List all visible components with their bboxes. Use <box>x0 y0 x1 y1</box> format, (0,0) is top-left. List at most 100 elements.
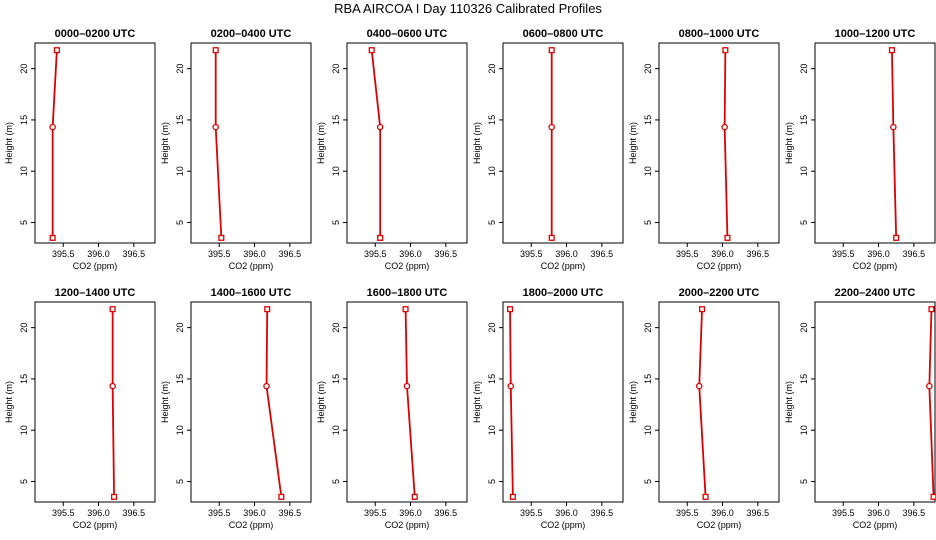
y-tick-label: 20 <box>799 323 809 333</box>
plot-frame <box>502 42 624 244</box>
y-tick-label: 5 <box>799 479 809 484</box>
data-point-marker <box>263 382 270 390</box>
x-tick-label: 396.5 <box>903 249 926 259</box>
panel-title: 0000–0200 UTC <box>55 28 136 40</box>
data-point-marker <box>212 123 219 131</box>
y-tick-label: 10 <box>799 425 809 435</box>
data-point-marker <box>53 47 60 54</box>
panel-title: 2200–2400 UTC <box>835 287 916 299</box>
x-tick-label: 395.5 <box>208 508 231 518</box>
panel-title: 0400–0600 UTC <box>367 28 448 40</box>
plot-frame <box>346 301 468 503</box>
data-point-marker <box>368 47 375 54</box>
y-axis-label: Height (m) <box>4 381 14 423</box>
data-point-marker <box>695 382 703 390</box>
profile-panel: 0400–0600 UTC 395.5 396.0 396.5 5 10 15 20 CO2 (… <box>316 28 468 271</box>
data-point-marker <box>548 47 555 54</box>
data-point-marker <box>376 123 384 131</box>
y-tick-label: 15 <box>19 115 29 125</box>
x-tick-label: 395.5 <box>52 508 75 518</box>
x-tick-label: 396.5 <box>591 508 614 518</box>
profile-line <box>214 50 223 238</box>
profile-line <box>51 50 58 238</box>
y-tick-label: 15 <box>487 374 497 384</box>
y-tick-label: 5 <box>19 220 29 225</box>
y-tick-label: 20 <box>487 323 497 333</box>
y-tick-label: 15 <box>331 115 341 125</box>
x-axis-label: CO2 (ppm) <box>853 261 898 271</box>
y-tick-label: 15 <box>175 115 185 125</box>
x-tick-label: 396.0 <box>711 508 734 518</box>
data-point-marker <box>218 234 225 241</box>
data-point-marker <box>722 47 729 54</box>
panel-title: 1600–1800 UTC <box>367 287 448 299</box>
data-point-marker <box>930 493 936 500</box>
y-tick-label: 15 <box>175 374 185 384</box>
x-tick-label: 395.5 <box>364 249 387 259</box>
profile-panel: 0000–0200 UTC 395.5 396.0 396.5 5 10 15 20 CO2 (… <box>4 28 156 271</box>
y-tick-label: 10 <box>487 166 497 176</box>
profile-line <box>698 309 707 497</box>
y-axis-label: Height (m) <box>784 381 794 423</box>
plot-frame <box>34 42 156 244</box>
data-point-marker <box>699 306 706 313</box>
profile-panel: 1000–1200 UTC 395.5 396.0 396.5 5 10 15 20 CO2 (… <box>784 28 936 271</box>
data-point-marker <box>111 493 118 500</box>
x-tick-label: 395.5 <box>676 249 699 259</box>
profile-panel: 1200–1400 UTC 395.5 396.0 396.5 5 10 15 20 CO2 (… <box>4 287 156 530</box>
x-axis-label: CO2 (ppm) <box>541 520 586 530</box>
profile-line <box>509 309 514 497</box>
x-tick-label: 396.0 <box>243 249 266 259</box>
y-axis-label: Height (m) <box>316 381 326 423</box>
x-tick-label: 396.0 <box>87 508 110 518</box>
x-axis-label: CO2 (ppm) <box>229 261 274 271</box>
profile-line <box>370 50 382 238</box>
y-axis-label: Height (m) <box>316 122 326 164</box>
panel-title: 1000–1200 UTC <box>835 28 916 40</box>
x-tick-label: 396.5 <box>903 508 926 518</box>
x-tick-label: 395.5 <box>520 508 543 518</box>
data-point-marker <box>702 493 709 500</box>
y-tick-label: 20 <box>331 323 341 333</box>
x-tick-label: 395.5 <box>832 508 855 518</box>
y-axis-label: Height (m) <box>4 122 14 164</box>
y-tick-label: 10 <box>643 166 653 176</box>
plot-frame <box>658 42 780 244</box>
data-point-marker <box>548 234 555 241</box>
x-tick-label: 396.0 <box>555 249 578 259</box>
profile-line <box>265 309 283 497</box>
x-tick-label: 396.0 <box>867 508 890 518</box>
x-axis-label: CO2 (ppm) <box>853 520 898 530</box>
panel-title: 1800–2000 UTC <box>523 287 604 299</box>
figure-title: RBA AIRCOA I Day 110326 Calibrated Profi… <box>334 1 602 16</box>
y-tick-label: 5 <box>799 220 809 225</box>
x-tick-label: 395.5 <box>52 249 75 259</box>
y-tick-label: 20 <box>175 64 185 74</box>
y-tick-label: 20 <box>19 64 29 74</box>
y-tick-label: 20 <box>175 323 185 333</box>
data-point-marker <box>928 306 935 313</box>
data-point-marker <box>377 234 384 241</box>
profile-line <box>111 309 115 497</box>
profile-panel: 1600–1800 UTC 395.5 396.0 396.5 5 10 15 20 CO2 (… <box>316 287 468 530</box>
y-tick-label: 5 <box>643 479 653 484</box>
x-tick-label: 396.5 <box>279 508 302 518</box>
data-point-marker <box>109 306 116 313</box>
plot-frame <box>814 301 936 503</box>
x-tick-label: 396.5 <box>279 249 302 259</box>
y-tick-label: 5 <box>643 220 653 225</box>
panel-title: 0600–0800 UTC <box>523 28 604 40</box>
x-axis-label: CO2 (ppm) <box>73 520 118 530</box>
y-tick-label: 15 <box>643 374 653 384</box>
y-axis-label: Height (m) <box>628 381 638 423</box>
profile-panel: 0200–0400 UTC 395.5 396.0 396.5 5 10 15 20 CO2 (… <box>160 28 312 271</box>
y-axis-label: Height (m) <box>472 122 482 164</box>
y-tick-label: 15 <box>19 374 29 384</box>
data-point-marker <box>548 123 555 131</box>
x-tick-label: 396.0 <box>555 508 578 518</box>
panel-title: 0200–0400 UTC <box>211 28 292 40</box>
data-point-marker <box>888 47 895 54</box>
plot-frame <box>190 42 312 244</box>
x-tick-label: 396.0 <box>711 249 734 259</box>
y-tick-label: 5 <box>175 479 185 484</box>
